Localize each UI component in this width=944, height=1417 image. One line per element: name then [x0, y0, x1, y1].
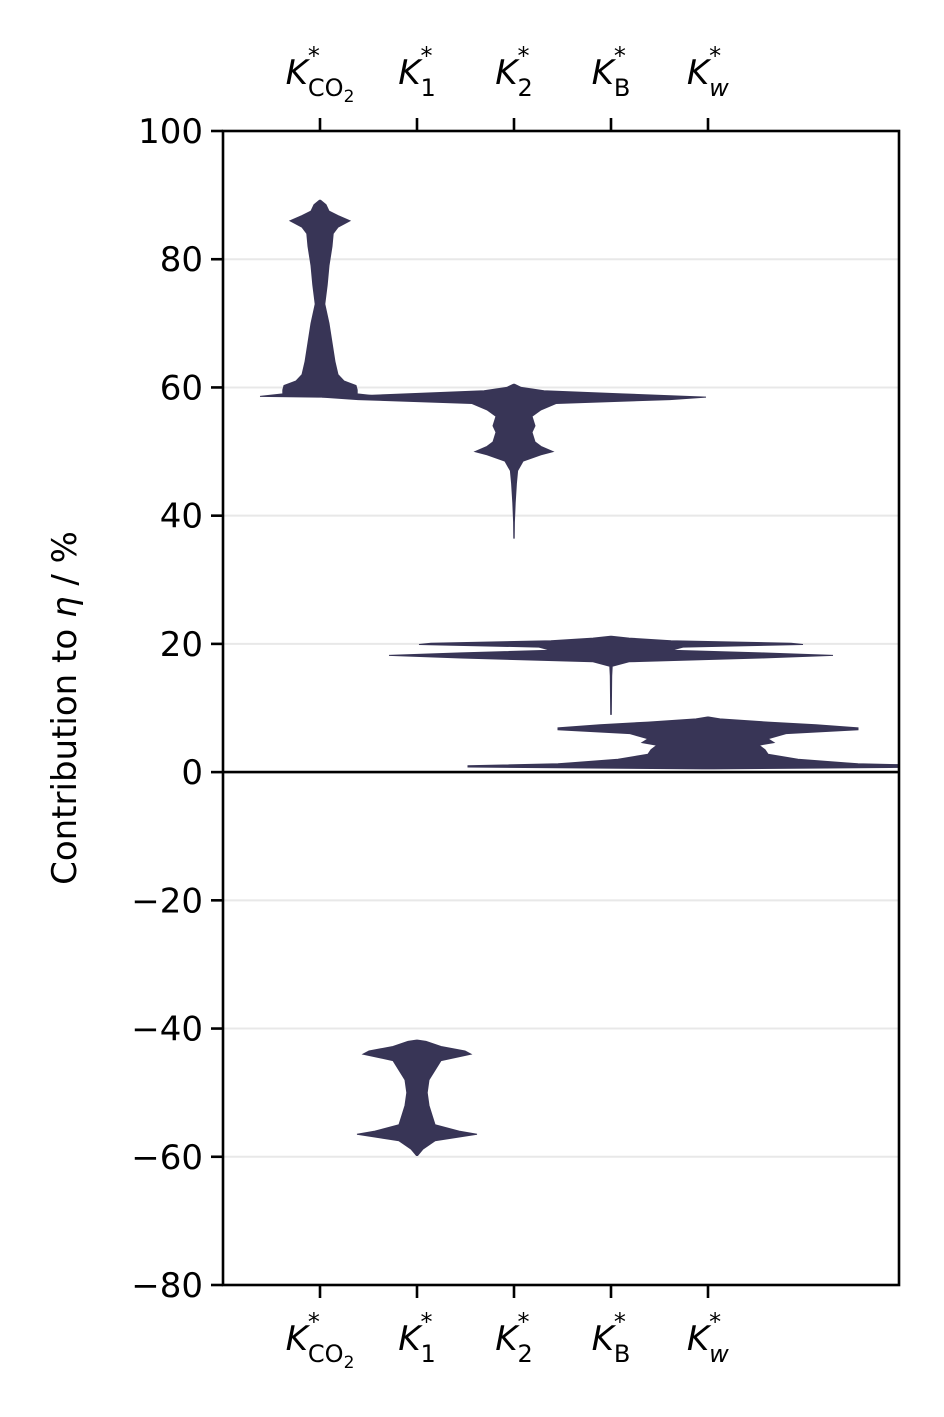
violin-K*1	[356, 1039, 478, 1156]
x-tick-label-sub2: 2	[344, 1353, 355, 1373]
x-tick-label: K* 2	[495, 42, 533, 102]
x-tick-label-sub: 2	[518, 1340, 533, 1368]
x-tick-label: K* CO2	[286, 1308, 355, 1373]
x-tick-label-sup: *	[308, 42, 320, 70]
y-tick-label: 0	[181, 753, 203, 793]
x-tick-label-sub: CO	[308, 1340, 344, 1368]
y-tick-label: 20	[160, 625, 203, 665]
x-tick-label-sup: *	[614, 1308, 626, 1336]
x-tick-label-sub: B	[614, 1340, 630, 1368]
y-axis-label-prefix: Contribution to	[45, 618, 85, 885]
violin-K*2	[321, 383, 707, 539]
y-tick-label: −60	[131, 1138, 203, 1178]
x-tick-label-sub2: 2	[344, 87, 355, 107]
x-tick-label-base: K	[495, 1319, 520, 1359]
x-tick-label-base: K	[286, 53, 311, 93]
plot-frame	[221, 129, 901, 1287]
x-tick-label-sub: 2	[518, 74, 533, 102]
y-axis: 100 80 60 40 20 0 −20 −40 −60 −80	[131, 112, 223, 1306]
x-tick-label-sub: w	[709, 1340, 729, 1368]
y-tick-label: −40	[131, 1010, 203, 1050]
x-tick-label-sup: *	[308, 1308, 320, 1336]
x-tick-label-base: K	[592, 1319, 617, 1359]
x-tick-label-base: K	[687, 1319, 712, 1359]
x-tick-label: K* 1	[398, 42, 436, 102]
x-tick-label: K* B	[592, 42, 631, 102]
x-tick-label-sup: *	[518, 42, 530, 70]
x-tick-label-sub: B	[614, 74, 630, 102]
x-tick-label: K* w	[687, 1308, 729, 1368]
x-tick-label: K* w	[687, 42, 729, 102]
y-tick-label: 100	[138, 112, 203, 152]
y-tick-label: 60	[160, 368, 203, 408]
x-tick-label-sup: *	[709, 1308, 721, 1336]
x-tick-label-base: K	[398, 53, 423, 93]
x-tick-label-sup: *	[518, 1308, 530, 1336]
x-tick-label-sup: *	[709, 42, 721, 70]
x-tick-label-sub: 1	[421, 1340, 436, 1368]
y-tick-label: 40	[160, 497, 203, 537]
violin-K*CO2	[259, 199, 381, 398]
x-tick-label-sup: *	[421, 1308, 433, 1336]
y-axis-label-suffix: / %	[45, 531, 85, 596]
violin-K*w	[467, 716, 899, 770]
x-tick-label-base: K	[398, 1319, 423, 1359]
x-tick-label: K* B	[592, 1308, 631, 1368]
y-axis-label-symbol: η	[45, 596, 85, 618]
x-tick-label-sup: *	[614, 42, 626, 70]
violins	[259, 199, 899, 1156]
y-tick-label: −20	[131, 881, 203, 921]
x-tick-label: K* 2	[495, 1308, 533, 1368]
x-tick-label-sub: CO	[308, 74, 344, 102]
x-tick-label-base: K	[687, 53, 712, 93]
y-tick-label: 80	[160, 240, 203, 280]
x-tick-label-sub: 1	[421, 74, 436, 102]
x-tick-label: K* CO2	[286, 42, 355, 107]
y-axis-label: Contribution to η / %	[45, 531, 85, 885]
x-tick-label-base: K	[592, 53, 617, 93]
x-tick-label-sup: *	[421, 42, 433, 70]
x-tick-label-base: K	[286, 1319, 311, 1359]
x-tick-label-sub: w	[709, 74, 729, 102]
x-tick-label-base: K	[495, 53, 520, 93]
violin-K*B	[388, 635, 834, 715]
y-tick-label: −80	[131, 1266, 203, 1306]
x-tick-label: K* 1	[398, 1308, 436, 1368]
